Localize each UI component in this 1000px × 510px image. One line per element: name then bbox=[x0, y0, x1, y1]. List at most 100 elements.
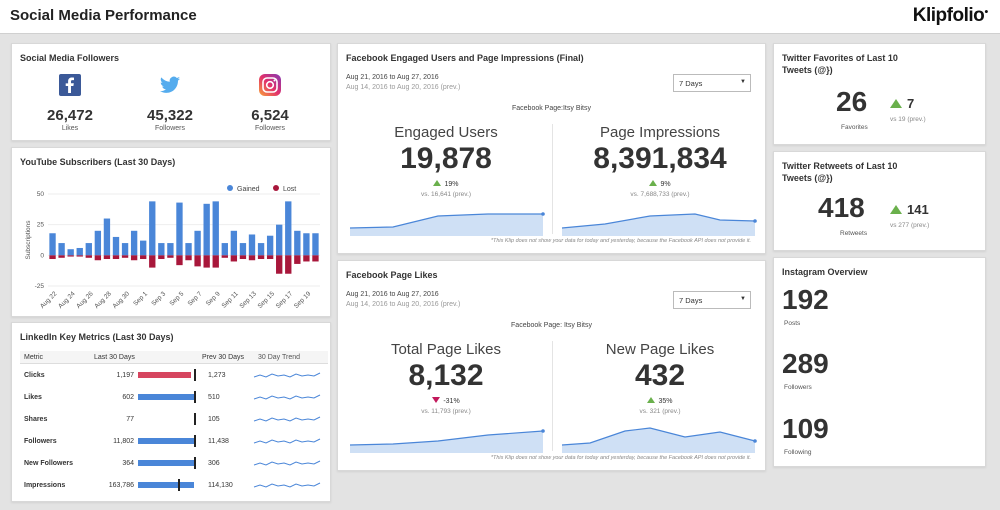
linkedin-table: Metric Last 30 Days Prev 30 Days 30 Day … bbox=[20, 351, 328, 496]
footnote: *This Klip does not show your data for t… bbox=[490, 455, 751, 461]
gained-bar bbox=[312, 233, 319, 256]
lost-bar bbox=[121, 255, 129, 258]
x-tick-label: Sep 7 bbox=[187, 290, 204, 307]
trend-sparkline bbox=[253, 482, 321, 488]
posts-label: Posts bbox=[784, 320, 801, 327]
gained-bar bbox=[266, 235, 274, 256]
trend-sparkline bbox=[253, 438, 321, 444]
chevron-down-icon: ▼ bbox=[740, 296, 746, 302]
lost-bar bbox=[149, 255, 156, 268]
prev-30-value: 510 bbox=[208, 393, 220, 401]
metric-value: 8,391,834 bbox=[593, 142, 727, 175]
instagram-followers-label: Followers bbox=[255, 125, 285, 132]
favorites-label: Favorites bbox=[841, 124, 868, 131]
metric-name: Followers bbox=[24, 437, 57, 445]
change-text: 19% bbox=[444, 181, 459, 188]
favorites-value: 26 bbox=[836, 86, 868, 117]
gained-bar bbox=[121, 243, 129, 256]
lost-bar bbox=[185, 255, 192, 261]
last-30-value: 11,802 bbox=[113, 437, 134, 445]
x-tick-label: Sep 9 bbox=[205, 290, 222, 307]
retweets-label: Retweets bbox=[840, 230, 868, 237]
lost-bar bbox=[303, 255, 310, 262]
fb-likes-card: Facebook Page Likes Aug 21, 2016 to Aug … bbox=[337, 260, 766, 471]
metric-name: New Followers bbox=[24, 459, 74, 467]
lost-bar bbox=[103, 255, 111, 260]
x-tick-label: Aug 28 bbox=[93, 290, 113, 310]
gained-bar bbox=[140, 240, 147, 256]
x-tick-label: Sep 15 bbox=[257, 290, 277, 310]
twitter-icon bbox=[159, 76, 181, 93]
page-title: Social Media Performance bbox=[10, 7, 197, 24]
period-select[interactable]: 7 Days ▼ bbox=[673, 291, 751, 309]
linkedin-metrics-card: LinkedIn Key Metrics (Last 30 Days) Metr… bbox=[11, 322, 331, 502]
metric-label: New Page Likes bbox=[605, 341, 715, 358]
lost-bar bbox=[85, 255, 92, 258]
twitter-favorites-card: Twitter Favorites of Last 10 Tweets (@})… bbox=[773, 43, 986, 145]
lost-bar bbox=[248, 255, 256, 261]
gained-bar bbox=[285, 201, 292, 256]
x-tick-label: Sep 19 bbox=[293, 290, 313, 310]
table-row: New Followers 364 306 bbox=[20, 452, 328, 474]
new-page-likes-sparkline bbox=[561, 427, 757, 453]
top-bar: Social Media Performance Klipfolio● bbox=[0, 0, 1000, 34]
bar-marker bbox=[194, 435, 196, 447]
metric-prev: vs. 7,688,733 (prev.) bbox=[630, 191, 690, 198]
facebook-likes-value: 26,472 bbox=[47, 107, 93, 124]
y-axis-label: Subscriptions bbox=[25, 220, 32, 260]
table-row: Impressions 163,786 114,130 bbox=[20, 474, 328, 496]
facebook-followers: 26,472 Likes bbox=[25, 74, 115, 132]
fb-engaged-card: Facebook Engaged Users and Page Impressi… bbox=[337, 43, 766, 254]
last-30-value: 1,197 bbox=[116, 371, 134, 379]
footnote: *This Klip does not show your data for t… bbox=[490, 238, 751, 244]
metric-prev: vs. 11,793 (prev.) bbox=[421, 408, 471, 415]
trend-sparkline bbox=[253, 416, 321, 422]
prev-date-range: Aug 14, 2016 to Aug 20, 2016 (prev.) bbox=[346, 84, 461, 91]
up-arrow-icon bbox=[433, 180, 442, 186]
lost-bar bbox=[294, 255, 301, 264]
card-title: LinkedIn Key Metrics (Last 30 Days) bbox=[20, 332, 174, 342]
retweets-prev: vs 277 (prev.) bbox=[890, 222, 930, 229]
bar-fill bbox=[138, 372, 191, 378]
lost-bar bbox=[194, 255, 201, 267]
y-tick-label: 25 bbox=[37, 222, 45, 229]
bar-fill bbox=[138, 460, 194, 466]
card-title: Facebook Page Likes bbox=[346, 270, 438, 280]
twitter-followers-value: 45,322 bbox=[147, 107, 193, 124]
retweets-value: 418 bbox=[818, 192, 865, 223]
bar-marker bbox=[194, 391, 196, 403]
date-range: Aug 21, 2016 to Aug 27, 2016 bbox=[346, 74, 439, 81]
gained-bar bbox=[185, 243, 192, 256]
prev-30-value: 306 bbox=[208, 459, 220, 467]
metric-change: 9% bbox=[555, 180, 765, 188]
y-tick-label: 50 bbox=[37, 191, 45, 198]
up-arrow-icon bbox=[647, 397, 656, 403]
up-arrow-icon bbox=[890, 205, 902, 214]
bar-fill bbox=[138, 438, 194, 444]
legend-lost-marker bbox=[273, 185, 279, 191]
header-trend: 30 Day Trend bbox=[258, 353, 301, 361]
instagram-overview-card: Instagram Overview 192 Posts 289 Followe… bbox=[773, 257, 986, 467]
klipfolio-logo[interactable]: Klipfolio● bbox=[912, 5, 989, 26]
engaged-users-sparkline bbox=[349, 212, 545, 236]
prev-30-value: 1,273 bbox=[208, 371, 226, 379]
date-range: Aug 21, 2016 to Aug 27, 2016 bbox=[346, 291, 439, 298]
gained-bar bbox=[303, 233, 310, 256]
lost-bar bbox=[49, 255, 56, 260]
lost-bar bbox=[76, 255, 83, 257]
lost-bar bbox=[285, 255, 292, 274]
total-page-likes-sparkline bbox=[349, 429, 545, 453]
favorites-change: 7 bbox=[890, 96, 914, 111]
divider bbox=[552, 124, 553, 234]
header-prev: Prev 30 Days bbox=[202, 353, 245, 361]
gained-bar bbox=[194, 230, 201, 256]
gained-bar bbox=[176, 202, 183, 256]
following-value: 109 bbox=[782, 413, 829, 444]
change-text: -31% bbox=[443, 398, 460, 405]
table-row: Shares 77 105 bbox=[20, 408, 328, 430]
bar-fill bbox=[138, 394, 194, 400]
metric-value: 432 bbox=[634, 359, 686, 392]
followers-value: 289 bbox=[782, 348, 829, 379]
bar-marker bbox=[194, 457, 196, 469]
period-select[interactable]: 7 Days ▼ bbox=[673, 74, 751, 92]
